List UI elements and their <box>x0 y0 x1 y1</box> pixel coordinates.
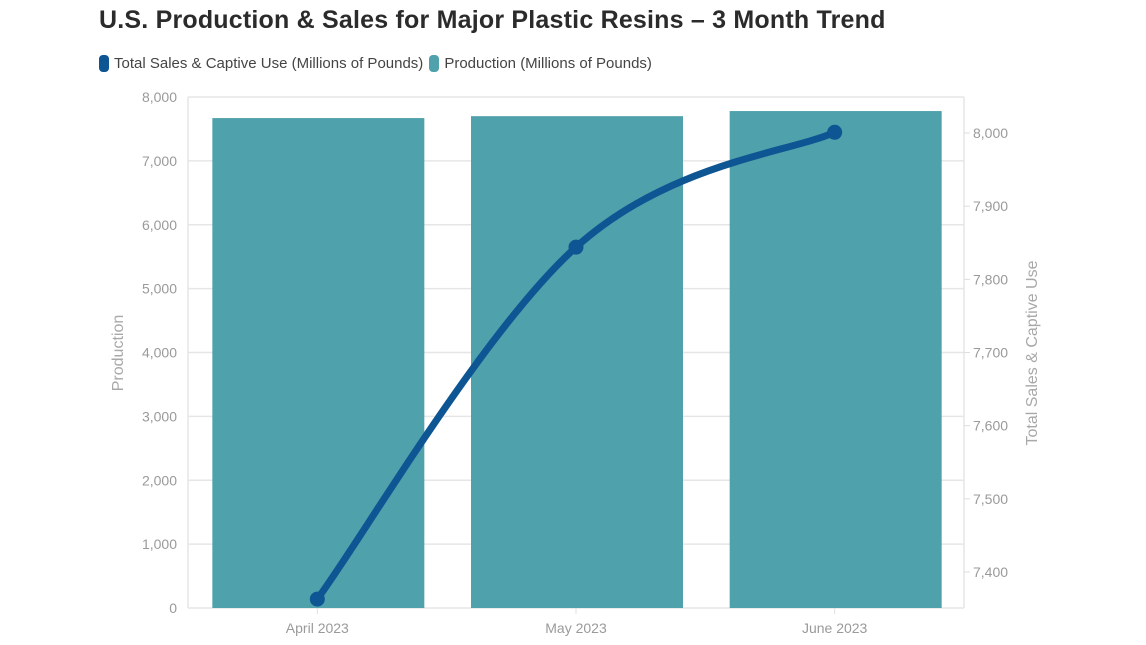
x-axis-tick: April 2023 <box>286 620 349 636</box>
x-axis-tick: May 2023 <box>545 620 607 636</box>
left-axis-title: Production <box>110 315 127 392</box>
legend-swatch-sales-icon <box>99 55 109 72</box>
right-axis-tick: 7,700 <box>973 345 1008 361</box>
left-axis-tick: 2,000 <box>142 472 177 488</box>
right-axis-tick: 7,500 <box>973 491 1008 507</box>
right-axis-tick: 7,600 <box>973 418 1008 434</box>
left-axis-tick: 1,000 <box>142 536 177 552</box>
sales-point[interactable] <box>568 239 584 255</box>
right-axis-tick: 7,900 <box>973 198 1008 214</box>
production-bar[interactable] <box>729 111 942 609</box>
production-bar[interactable] <box>212 118 425 609</box>
right-axis-title: Total Sales & Captive Use <box>1024 260 1041 445</box>
left-axis-tick: 4,000 <box>142 345 177 361</box>
left-axis-tick: 6,000 <box>142 217 177 233</box>
chart-title: U.S. Production & Sales for Major Plasti… <box>99 6 886 34</box>
legend-swatch-production-icon <box>429 55 440 72</box>
right-axis-tick: 7,800 <box>973 271 1008 287</box>
right-axis-tick: 8,000 <box>973 125 1008 141</box>
left-axis-tick: 0 <box>169 600 177 616</box>
left-axis-tick: 7,000 <box>142 153 177 169</box>
legend-label-production: Production (Millions of Pounds) <box>444 55 652 72</box>
left-axis-tick: 8,000 <box>142 89 177 105</box>
sales-line <box>313 128 839 603</box>
sales-point[interactable] <box>827 124 843 140</box>
right-axis-tick: 7,400 <box>973 564 1008 580</box>
legend-item-production[interactable]: Production (Millions of Pounds) <box>429 55 652 72</box>
left-axis-tick: 5,000 <box>142 281 177 297</box>
x-axis-tick: June 2023 <box>802 620 868 636</box>
legend-label-sales: Total Sales & Captive Use (Millions of P… <box>114 55 424 72</box>
legend-item-sales[interactable]: Total Sales & Captive Use (Millions of P… <box>99 55 423 72</box>
production-bar[interactable] <box>471 116 683 608</box>
left-axis-tick: 3,000 <box>142 408 177 424</box>
sales-point[interactable] <box>309 591 325 607</box>
legend: Total Sales & Captive Use (Millions of P… <box>99 55 658 72</box>
production-bars <box>212 111 942 609</box>
